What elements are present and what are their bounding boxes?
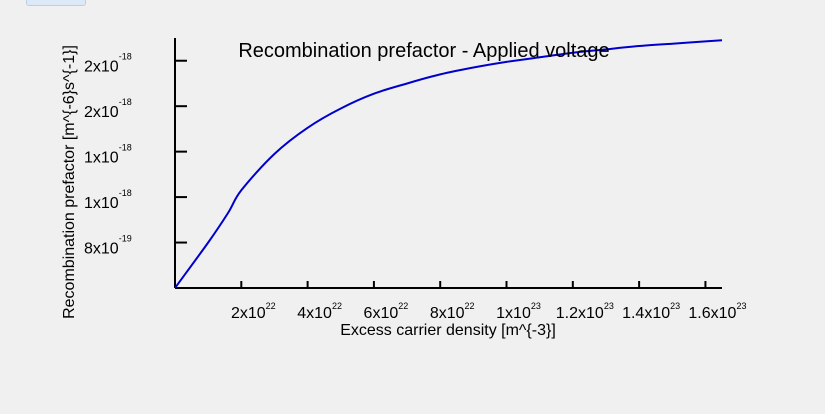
plot-area: 2x1022 4x1022 6x1022 8x1022 1x1023 1.2x1023 1.…: [84, 38, 746, 322]
y-tick-label: 8x10-19: [84, 234, 132, 258]
x-tick-label: 4x1022: [297, 301, 342, 322]
y-axis-label: Recombination prefactor [m^{-6}s^{-1}]: [61, 45, 78, 319]
x-tick-label: 2x1022: [231, 301, 276, 322]
x-ticks: 2x1022 4x1022 6x1022 8x1022 1x1023 1.2x1023 1.…: [231, 281, 746, 322]
series-line: [174, 39, 723, 289]
x-tick-label: 1.4x1023: [622, 301, 680, 322]
x-axis-label: Excess carrier density [m^{-3}]: [340, 322, 556, 339]
y-tick-label: 2x10-18: [84, 52, 132, 76]
x-tick-label: 1.6x1023: [688, 301, 746, 322]
x-tick-label: 1x1023: [496, 301, 541, 322]
y-ticks: 8x10-19 1x10-18 1x10-18 2x10-18 2x10-18: [84, 52, 187, 258]
chart-title: Recombination prefactor - Applied voltag…: [238, 40, 609, 62]
y-tick-label: 2x10-18: [84, 97, 132, 121]
y-tick-label: 1x10-18: [84, 143, 132, 167]
x-tick-label: 1.2x1023: [556, 301, 614, 322]
window-tab-stub: [26, 0, 86, 6]
x-tick-label: 6x1022: [364, 301, 409, 322]
y-tick-label: 1x10-18: [84, 188, 132, 212]
x-tick-label: 8x1022: [430, 301, 475, 322]
